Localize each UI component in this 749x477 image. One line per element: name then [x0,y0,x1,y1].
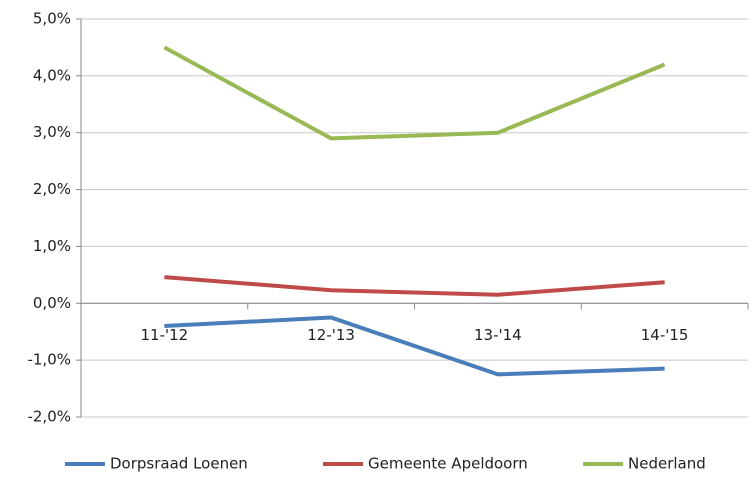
y-tick-label: -1,0% [27,351,71,369]
series-line [164,275,665,297]
legend-label: Nederland [628,455,706,473]
legend-label: Gemeente Apeldoorn [368,455,528,473]
y-tick-label: 0,0% [33,294,71,312]
x-tick-label: 12-'13 [307,326,355,344]
y-tick-label: 1,0% [33,237,71,255]
x-tick-label: 13-'14 [474,326,522,344]
series-line [163,45,666,141]
y-tick-label: 3,0% [33,123,71,141]
y-tick-label: 5,0% [33,10,71,28]
y-tick-label: 2,0% [33,180,71,198]
series-line [164,315,665,377]
x-tick-label: 14-'15 [641,326,689,344]
legend-label: Dorpsraad Loenen [110,455,248,473]
x-tick-label: 11-'12 [141,326,189,344]
y-tick-label: -2,0% [27,408,71,426]
y-tick-label: 4,0% [33,66,71,84]
